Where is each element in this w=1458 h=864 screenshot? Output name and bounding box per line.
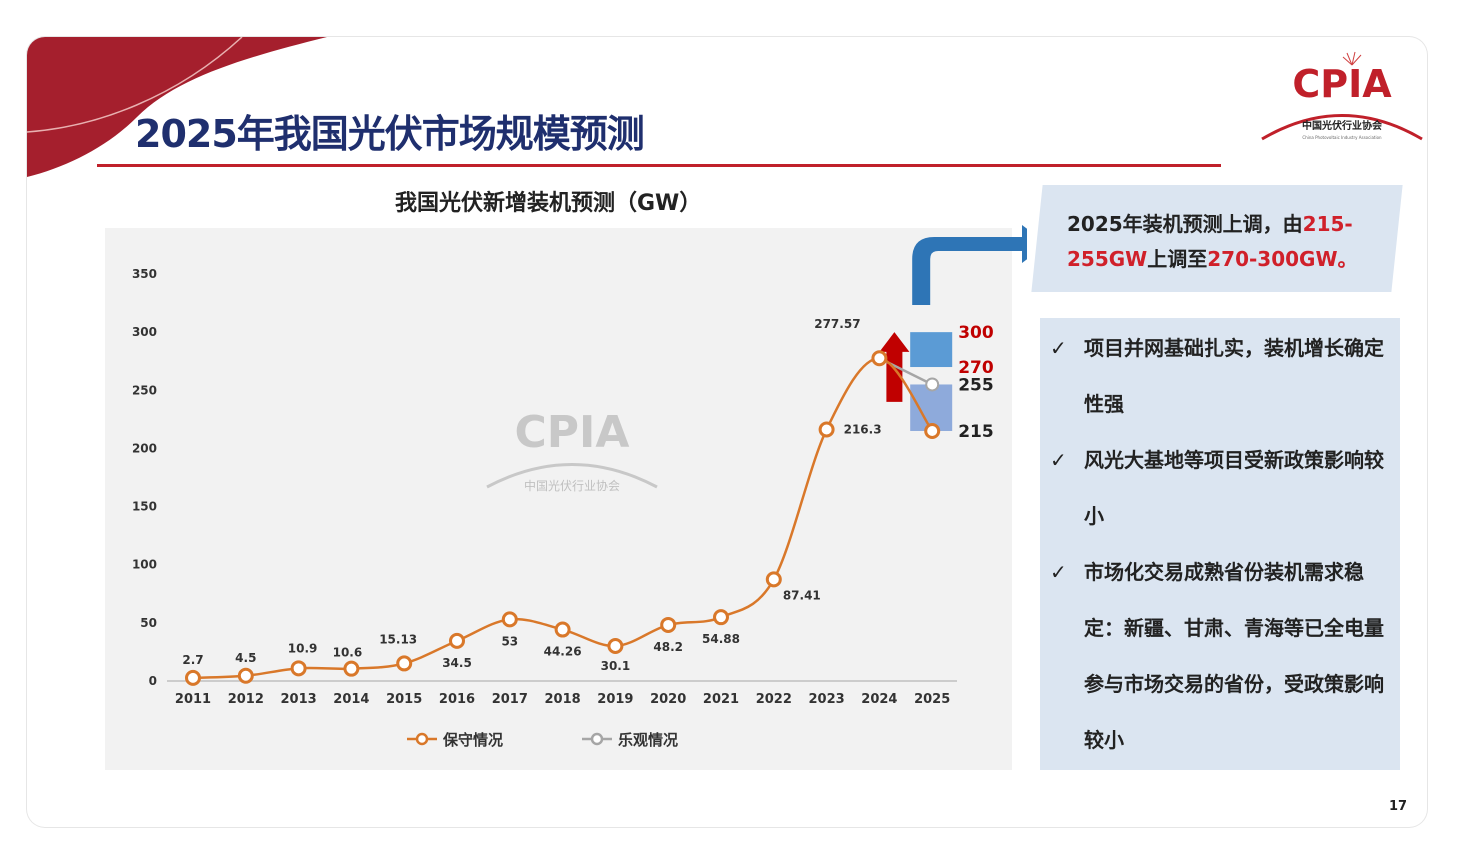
conservative-point bbox=[449, 632, 465, 649]
conservative-point bbox=[818, 421, 835, 438]
y-tick-label: 350 bbox=[132, 267, 157, 281]
legend-optimistic-marker bbox=[590, 732, 604, 746]
bullet-item: ✓ 项目并网基础扎实，装机增长确定性强 bbox=[1050, 320, 1390, 432]
conservative-point bbox=[871, 350, 888, 367]
conservative-point bbox=[713, 609, 729, 626]
bent-arrow-icon bbox=[912, 225, 1027, 305]
chart-area bbox=[105, 228, 1012, 770]
x-tick-label: 2023 bbox=[809, 692, 845, 707]
bullet-item: ✓ 市场化交易成熟省份装机需求稳定：新疆、甘肃、青海等已全电量参与市场交易的省份，… bbox=[1050, 544, 1390, 768]
conservative-point bbox=[554, 621, 571, 638]
slide: 2025年我国光伏市场规模预测 CPIA 中国光伏行业协会 China Phot… bbox=[27, 37, 1427, 827]
x-tick-label: 2019 bbox=[597, 692, 633, 707]
conservative-point bbox=[290, 660, 307, 677]
legend-conservative-label: 保守情况 bbox=[442, 731, 503, 749]
data-label: 4.5 bbox=[235, 651, 256, 665]
x-tick-label: 2018 bbox=[545, 692, 581, 707]
svg-text:CPIA: CPIA bbox=[1292, 62, 1392, 106]
conservative-point bbox=[924, 422, 941, 439]
x-tick-label: 2016 bbox=[439, 692, 475, 707]
x-tick-label: 2013 bbox=[281, 692, 317, 707]
data-label: 2.7 bbox=[182, 653, 203, 667]
x-tick-label: 2017 bbox=[492, 692, 528, 707]
svg-text:中国光伏行业协会: 中国光伏行业协会 bbox=[524, 478, 620, 493]
data-label: 48.2 bbox=[653, 640, 683, 654]
data-label: 216.3 bbox=[844, 422, 882, 436]
range-high-label: 255 bbox=[958, 375, 994, 395]
data-label: 10.9 bbox=[288, 641, 318, 655]
data-label: 87.41 bbox=[783, 588, 821, 602]
line-chart: 0 50 100 150 200 250 300 350 2011 2012 2013 2014 201… bbox=[132, 225, 1027, 749]
conservative-point bbox=[343, 660, 360, 677]
optimistic-point bbox=[925, 377, 940, 392]
cpia-logo: CPIA 中国光伏行业协会 China Photovoltaic Industr… bbox=[1257, 47, 1427, 147]
svg-text:China Photovoltaic Industry As: China Photovoltaic Industry Association bbox=[1302, 135, 1382, 140]
data-label: 44.26 bbox=[544, 645, 582, 659]
data-label: 30.1 bbox=[601, 659, 631, 673]
data-label: 34.5 bbox=[442, 656, 472, 670]
x-tick-label: 2022 bbox=[756, 692, 792, 707]
conservative-point bbox=[660, 616, 677, 633]
x-tick-label: 2012 bbox=[228, 692, 264, 707]
conservative-point bbox=[607, 637, 624, 654]
x-tick-label: 2014 bbox=[333, 692, 369, 707]
conservative-point bbox=[765, 571, 782, 588]
data-label: 10.6 bbox=[333, 646, 363, 660]
callout-part: 。 bbox=[1337, 247, 1358, 271]
y-tick-label: 300 bbox=[132, 325, 157, 339]
y-tick-label: 200 bbox=[132, 441, 157, 455]
slide-title: 2025年我国光伏市场规模预测 bbox=[135, 112, 645, 156]
y-tick-label: 150 bbox=[132, 500, 157, 514]
callout-part: 2025年装机预测上调，由 bbox=[1067, 212, 1303, 236]
forecast-range-box bbox=[910, 332, 953, 368]
check-icon: ✓ bbox=[1050, 336, 1067, 360]
x-tick-label: 2020 bbox=[650, 692, 686, 707]
svg-text:中国光伏行业协会: 中国光伏行业协会 bbox=[1302, 119, 1382, 132]
svg-text:CPIA: CPIA bbox=[515, 407, 630, 458]
y-tick-label: 250 bbox=[132, 383, 157, 397]
check-icon: ✓ bbox=[1050, 448, 1067, 472]
conservative-point bbox=[501, 611, 518, 628]
x-tick-label: 2021 bbox=[703, 692, 739, 707]
x-tick-label: 2015 bbox=[386, 692, 422, 707]
data-label: 277.57 bbox=[814, 317, 860, 331]
range-high-label: 300 bbox=[958, 323, 994, 343]
key-points-panel: ✓ 项目并网基础扎实，装机增长确定性强 ✓ 风光大基地等项目受新政策影响较小 ✓ 市场… bbox=[1040, 318, 1400, 770]
check-icon: ✓ bbox=[1050, 560, 1067, 584]
range-low-label: 270 bbox=[958, 358, 994, 378]
y-tick-label: 100 bbox=[132, 558, 157, 572]
conservative-point bbox=[237, 667, 254, 684]
callout-old-range: 215-255GW bbox=[1067, 212, 1353, 271]
x-tick-label: 2025 bbox=[914, 692, 950, 707]
legend-conservative-marker bbox=[415, 732, 429, 746]
title-divider bbox=[97, 164, 1221, 167]
cpia-watermark: CPIA 中国光伏行业协会 bbox=[482, 402, 662, 506]
legend-optimistic-label: 乐观情况 bbox=[618, 731, 678, 749]
y-tick-label: 50 bbox=[140, 616, 157, 630]
x-tick-label: 2011 bbox=[175, 692, 211, 707]
page-number: 17 bbox=[1389, 799, 1408, 814]
bullet-item: ✓ 风光大基地等项目受新政策影响较小 bbox=[1050, 432, 1390, 544]
data-label: 15.13 bbox=[379, 632, 417, 646]
conservative-point bbox=[185, 669, 201, 686]
chart-title: 我国光伏新增装机预测（GW） bbox=[395, 191, 702, 216]
y-tick-label: 0 bbox=[149, 674, 157, 688]
data-label: 54.88 bbox=[702, 632, 740, 646]
corner-decoration bbox=[27, 37, 327, 177]
conservative-point bbox=[396, 655, 413, 672]
x-tick-label: 2024 bbox=[861, 692, 897, 707]
bullet-text: 项目并网基础扎实，装机增长确定性强 bbox=[1084, 336, 1384, 416]
callout-part: 上调至 bbox=[1147, 247, 1208, 271]
callout-new-range: 270-300GW bbox=[1207, 247, 1338, 271]
callout-text: 2025年装机预测上调，由215-255GW上调至270-300GW。 bbox=[1067, 207, 1397, 277]
data-label: 53 bbox=[501, 634, 518, 648]
range-low-label: 215 bbox=[958, 422, 994, 442]
bullet-text: 风光大基地等项目受新政策影响较小 bbox=[1084, 448, 1384, 528]
bullet-text: 市场化交易成熟省份装机需求稳定：新疆、甘肃、青海等已全电量参与市场交易的省份，受… bbox=[1084, 560, 1384, 752]
